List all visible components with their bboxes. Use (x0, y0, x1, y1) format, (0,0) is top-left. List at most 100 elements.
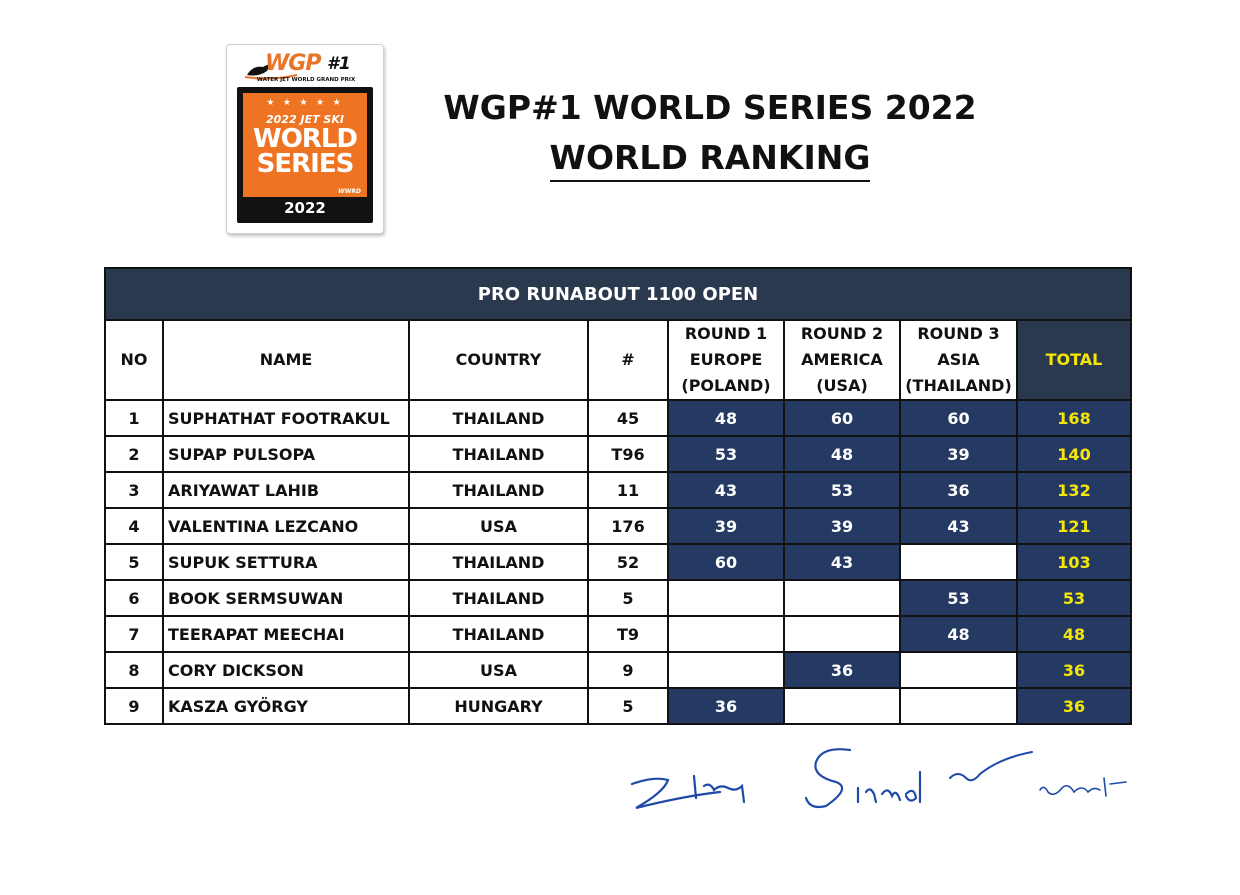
col-header-round1-line3: (POLAND) (681, 376, 771, 395)
table-row: 7 TEERAPAT MEECHAI THAILAND T9 48 48 (106, 615, 1130, 653)
cell-total: 48 (1016, 615, 1130, 653)
cell-round2 (783, 579, 901, 617)
cell-round3: 39 (899, 435, 1018, 473)
category-header: PRO RUNABOUT 1100 OPEN (106, 269, 1130, 321)
cell-number: 176 (587, 507, 669, 545)
cell-round1: 53 (667, 435, 785, 473)
logo-brand-text: WGP (265, 51, 321, 76)
cell-round2: 48 (783, 435, 901, 473)
col-header-round2-line3: (USA) (816, 376, 868, 395)
cell-round1: 60 (667, 543, 785, 581)
cell-name: SUPHATHAT FOOTRAKUL (162, 399, 410, 437)
table-row: 2 SUPAP PULSOPA THAILAND T96 53 48 39 140 (106, 435, 1130, 473)
logo-badge: ★ ★ ★ ★ ★ 2022 JET SKI WORLD SERIES WWRD… (237, 87, 373, 223)
cell-number: T9 (587, 615, 669, 653)
cell-round1: 48 (667, 399, 785, 437)
cell-country: THAILAND (408, 579, 589, 617)
cell-name: CORY DICKSON (162, 651, 410, 689)
logo-series-text: SERIES (256, 149, 355, 179)
signature-3 (949, 751, 1033, 782)
cell-number: 5 (587, 579, 669, 617)
cell-total: 103 (1016, 543, 1130, 581)
table-row: 8 CORY DICKSON USA 9 36 36 (106, 651, 1130, 689)
cell-round1 (667, 615, 785, 653)
cell-country: THAILAND (408, 543, 589, 581)
cell-round2: 43 (783, 543, 901, 581)
cell-no: 9 (106, 687, 164, 723)
cell-number: 52 (587, 543, 669, 581)
cell-name: ARIYAWAT LAHIB (162, 471, 410, 509)
col-header-no: NO (106, 321, 164, 401)
cell-round3: 48 (899, 615, 1018, 653)
cell-total: 36 (1016, 687, 1130, 723)
ranking-grid: NO NAME COUNTRY # ROUND 1 EUROPE (POLAND… (106, 321, 1130, 723)
cell-total: 53 (1016, 579, 1130, 617)
cell-total: 132 (1016, 471, 1130, 509)
cell-country: HUNGARY (408, 687, 589, 723)
cell-name: KASZA GYÖRGY (162, 687, 410, 723)
col-header-round2-line2: AMERICA (801, 350, 883, 369)
col-header-round1-line2: EUROPE (689, 350, 763, 369)
cell-round2: 36 (783, 651, 901, 689)
cell-round1 (667, 651, 785, 689)
col-header-name: NAME (162, 321, 410, 401)
cell-no: 7 (106, 615, 164, 653)
cell-country: USA (408, 651, 589, 689)
signature-1 (630, 774, 746, 810)
cell-name: VALENTINA LEZCANO (162, 507, 410, 545)
col-header-round3: ROUND 3 ASIA (THAILAND) (899, 321, 1018, 401)
cell-number: 45 (587, 399, 669, 437)
cell-round2 (783, 615, 901, 653)
cell-total: 36 (1016, 651, 1130, 689)
cell-total: 168 (1016, 399, 1130, 437)
cell-round3: 53 (899, 579, 1018, 617)
cell-country: THAILAND (408, 435, 589, 473)
cell-round3: 60 (899, 399, 1018, 437)
cell-name: BOOK SERMSUWAN (162, 579, 410, 617)
cell-round3 (899, 687, 1018, 723)
ranking-table: PRO RUNABOUT 1100 OPEN NO NAME COUNTRY #… (104, 267, 1132, 725)
cell-number: 9 (587, 651, 669, 689)
col-header-number: # (587, 321, 669, 401)
cell-round1: 43 (667, 471, 785, 509)
cell-no: 8 (106, 651, 164, 689)
cell-no: 4 (106, 507, 164, 545)
cell-no: 1 (106, 399, 164, 437)
signature-4 (1039, 777, 1127, 797)
cell-name: TEERAPAT MEECHAI (162, 615, 410, 653)
col-header-round2-line1: ROUND 2 (800, 324, 884, 343)
cell-total: 121 (1016, 507, 1130, 545)
wgp-world-series-logo: WGP #1 WATER JET WORLD GRAND PRIX ★ ★ ★ … (226, 44, 384, 234)
logo-jet-ski-text: 2022 JET SKI (266, 113, 344, 126)
cell-round1: 39 (667, 507, 785, 545)
table-row: 5 SUPUK SETTURA THAILAND 52 60 43 103 (106, 543, 1130, 581)
logo-world-text: WORLD (253, 124, 358, 154)
cell-number: T96 (587, 435, 669, 473)
cell-no: 2 (106, 435, 164, 473)
col-header-total: TOTAL (1016, 321, 1130, 401)
col-header-round2: ROUND 2 AMERICA (USA) (783, 321, 901, 401)
col-header-round1: ROUND 1 EUROPE (POLAND) (667, 321, 785, 401)
cell-total: 140 (1016, 435, 1130, 473)
col-header-round1-line1: ROUND 1 (684, 324, 768, 343)
cell-round1: 36 (667, 687, 785, 723)
cell-round1 (667, 579, 785, 617)
cell-round3: 43 (899, 507, 1018, 545)
cell-country: THAILAND (408, 471, 589, 509)
cell-round2 (783, 687, 901, 723)
col-header-round3-line2: ASIA (937, 350, 980, 369)
page-subtitle-text: WORLD RANKING (549, 138, 871, 182)
cell-number: 5 (587, 687, 669, 723)
cell-country: THAILAND (408, 615, 589, 653)
logo-wwrd-mark: WWRD (338, 188, 361, 195)
cell-country: THAILAND (408, 399, 589, 437)
cell-name: SUPUK SETTURA (162, 543, 410, 581)
table-row: 4 VALENTINA LEZCANO USA 176 39 39 43 121 (106, 507, 1130, 545)
cell-name: SUPAP PULSOPA (162, 435, 410, 473)
page-title: WGP#1 WORLD SERIES 2022 (443, 88, 977, 127)
col-header-round3-line1: ROUND 3 (917, 324, 1000, 343)
logo-year-text: 2022 (284, 199, 326, 217)
table-row: 9 KASZA GYÖRGY HUNGARY 5 36 36 (106, 687, 1130, 723)
cell-country: USA (408, 507, 589, 545)
cell-round2: 53 (783, 471, 901, 509)
